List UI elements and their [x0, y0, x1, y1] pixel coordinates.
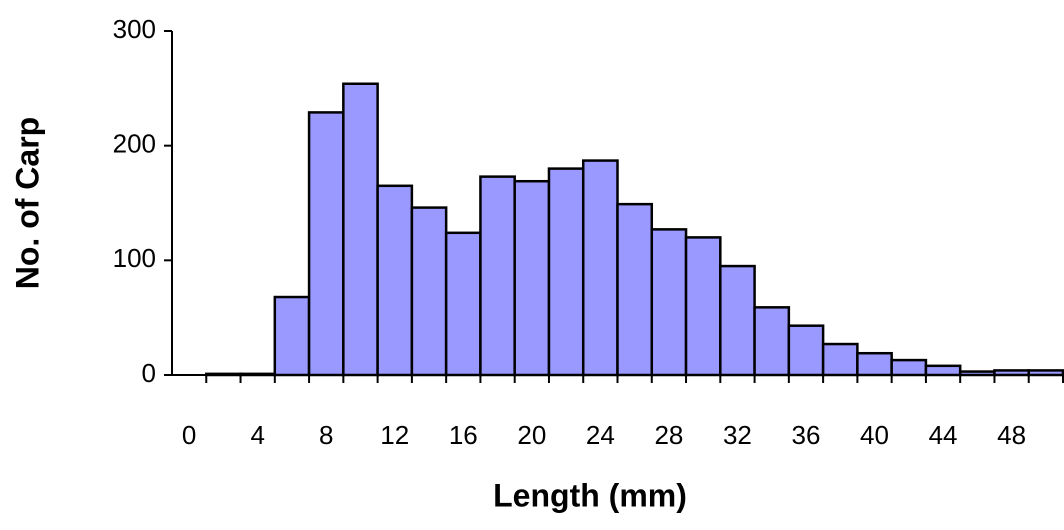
x-tick-label: 44: [929, 420, 958, 450]
y-tick-label: 300: [113, 14, 156, 44]
x-tick-label: 8: [319, 420, 333, 450]
x-tick-label: 48: [997, 420, 1026, 450]
x-tick-label: 24: [586, 420, 615, 450]
bar: [719, 264, 756, 377]
bar: [342, 82, 379, 377]
bar: [273, 295, 311, 377]
bar: [821, 342, 859, 377]
x-tick-label: 28: [654, 420, 683, 450]
bar: [581, 159, 619, 377]
bar: [410, 206, 448, 377]
x-tick-label: 32: [723, 420, 752, 450]
y-axis-label: No. of Carp: [9, 117, 45, 289]
bar: [376, 184, 414, 377]
bar: [444, 231, 482, 377]
x-tick-label: 4: [250, 420, 264, 450]
y-tick-label: 200: [113, 129, 156, 159]
bar: [684, 236, 722, 377]
bar: [547, 167, 585, 377]
bar: [650, 228, 688, 377]
y-tick-label: 100: [113, 243, 156, 273]
bar: [924, 364, 962, 377]
x-axis-label: Length (mm): [493, 477, 687, 513]
bar: [753, 306, 791, 377]
bar: [616, 202, 654, 377]
x-tick-label: 0: [182, 420, 196, 450]
x-tick-label: 12: [380, 420, 409, 450]
bar: [307, 111, 345, 377]
x-tick-label: 40: [860, 420, 889, 450]
bar: [479, 175, 516, 377]
bar: [513, 179, 551, 377]
x-tick-label: 20: [517, 420, 546, 450]
bar: [787, 324, 825, 377]
y-tick-label: 0: [142, 358, 156, 388]
x-tick-label: 36: [792, 420, 821, 450]
x-tick-label: 16: [449, 420, 478, 450]
bar: [856, 351, 893, 377]
bar: [890, 358, 928, 377]
